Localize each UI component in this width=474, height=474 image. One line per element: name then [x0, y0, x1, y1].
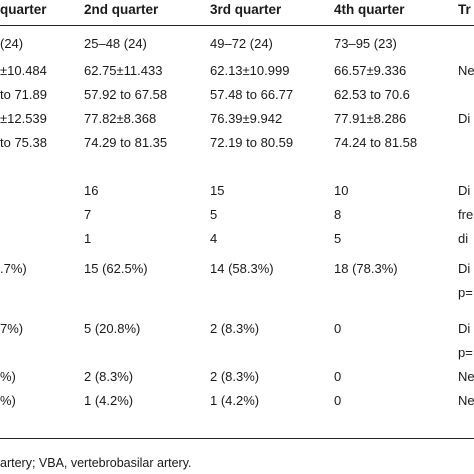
table-cell: 76.39±9.942: [210, 111, 283, 126]
table-cell: 15: [210, 183, 225, 198]
table-cell: 16: [84, 183, 99, 198]
table-cell: fre: [458, 207, 474, 222]
table-cell: 25–48 (24): [84, 36, 147, 51]
table-cell: ±10.484: [0, 63, 47, 78]
table-cell: 62.75±11.433: [84, 63, 163, 78]
table-cell: 18 (78.3%): [334, 261, 398, 276]
table-cell: p=: [458, 285, 473, 300]
table-cell: 14 (58.3%): [210, 261, 274, 276]
table-header: quarter 2nd quarter 3rd quarter 4th quar…: [0, 0, 474, 24]
table-cell: 66.57±9.336: [334, 63, 407, 78]
table-cell: 73–95 (23): [334, 36, 397, 51]
table-cell: Di: [458, 111, 471, 126]
table-cell: 1: [84, 231, 92, 246]
table-cell: 57.48 to 66.77: [210, 87, 294, 102]
table-cell: 5 (20.8%): [84, 321, 141, 336]
header-col-0: quarter: [0, 2, 47, 17]
table-cell: 0: [334, 393, 342, 408]
table-cell: 7%): [0, 321, 24, 336]
table-cell: 1 (4.2%): [210, 393, 260, 408]
table-cell: 5: [210, 207, 218, 222]
header-col-2: 3rd quarter: [210, 2, 282, 17]
header-col-1: 2nd quarter: [84, 2, 159, 17]
bottom-rule: [0, 438, 474, 439]
footnote: artery; VBA, vertebrobasilar artery.: [0, 456, 192, 470]
table-cell: 10: [334, 183, 349, 198]
table-cell: Di: [458, 321, 471, 336]
table-cell: Di: [458, 261, 471, 276]
table-cell: 15 (62.5%): [84, 261, 148, 276]
table-cell: 0: [334, 321, 342, 336]
table-cell: ±12.539: [0, 111, 47, 126]
table-cell: Ne: [458, 393, 474, 408]
table-cell: (24): [0, 36, 24, 51]
table-cell: Di: [458, 183, 471, 198]
table-cell: 1 (4.2%): [84, 393, 134, 408]
table-cell: 74.29 to 81.35: [84, 135, 168, 150]
header-rule: [0, 25, 474, 26]
table-cell: Ne: [458, 369, 474, 384]
header-col-4: Tr: [458, 2, 471, 17]
table-cell: 77.91±8.286: [334, 111, 407, 126]
table-cell: %): [0, 369, 16, 384]
table-cell: p=: [458, 345, 473, 360]
table-cell: to 75.38: [0, 135, 47, 150]
table-cell: 4: [210, 231, 218, 246]
table-cell: .7%): [0, 261, 27, 276]
table-cell: %): [0, 393, 16, 408]
table-cell: 0: [334, 369, 342, 384]
table-cell: 8: [334, 207, 342, 222]
table-cell: Ne: [458, 63, 474, 78]
table-cell: 62.53 to 70.6: [334, 87, 410, 102]
table-cell: 72.19 to 80.59: [210, 135, 294, 150]
table-cell: 2 (8.3%): [210, 369, 260, 384]
table-cell: 77.82±8.368: [84, 111, 157, 126]
table-cell: to 71.89: [0, 87, 47, 102]
table-cell: di: [458, 231, 469, 246]
table-cell: 49–72 (24): [210, 36, 273, 51]
table-cell: 2 (8.3%): [210, 321, 260, 336]
table-cell: 57.92 to 67.58: [84, 87, 168, 102]
table-cell: 62.13±10.999: [210, 63, 290, 78]
table-cell: 7: [84, 207, 92, 222]
table-cell: 74.24 to 81.58: [334, 135, 418, 150]
table-cell: 2 (8.3%): [84, 369, 134, 384]
table-cell: 5: [334, 231, 342, 246]
header-col-3: 4th quarter: [334, 2, 405, 17]
